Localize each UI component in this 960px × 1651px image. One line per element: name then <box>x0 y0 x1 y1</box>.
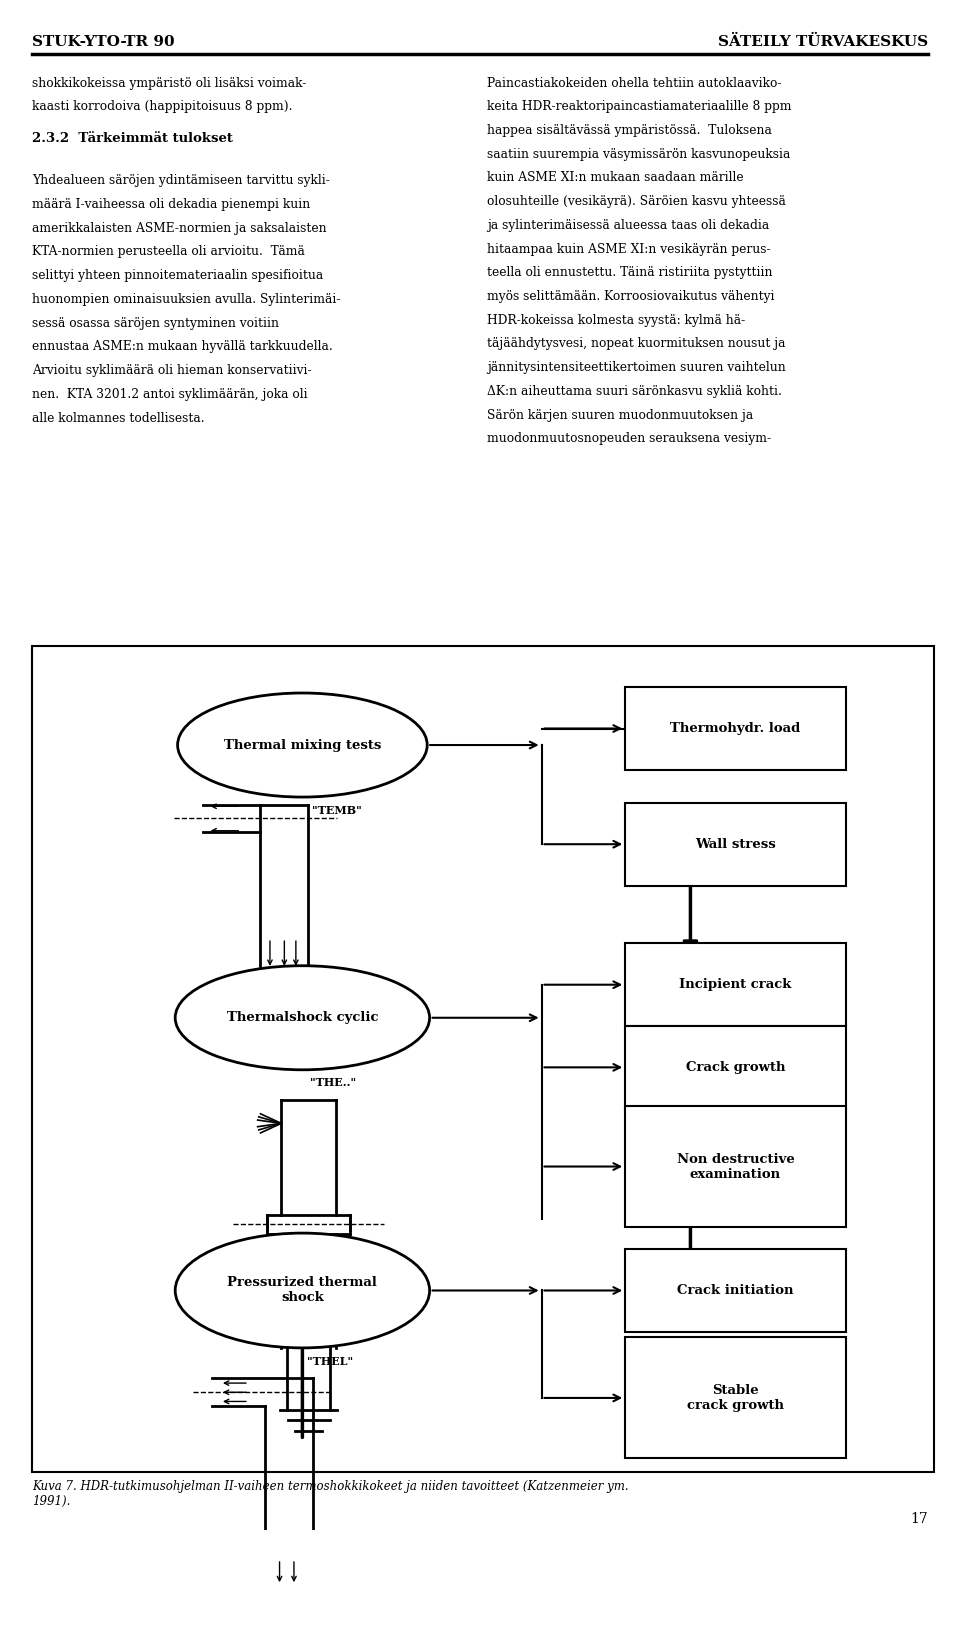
Text: selittyi yhteen pinnoitemateriaalin spesifioitua: selittyi yhteen pinnoitemateriaalin spes… <box>32 269 323 282</box>
Text: saatiin suurempia väsymissärön kasvunopeuksia: saatiin suurempia väsymissärön kasvunope… <box>487 147 790 160</box>
Text: "THE..": "THE.." <box>310 1078 356 1088</box>
FancyBboxPatch shape <box>625 1106 846 1227</box>
Text: olosuhteille (vesikäyrä). Säröien kasvu yhteessä: olosuhteille (vesikäyrä). Säröien kasvu … <box>487 195 785 208</box>
Text: kaasti korrodoiva (happipitoisuus 8 ppm).: kaasti korrodoiva (happipitoisuus 8 ppm)… <box>32 101 292 114</box>
FancyBboxPatch shape <box>625 1025 846 1109</box>
Text: alle kolmannes todellisesta.: alle kolmannes todellisesta. <box>32 411 204 424</box>
Text: kuin ASME XI:n mukaan saadaan märille: kuin ASME XI:n mukaan saadaan märille <box>487 172 743 185</box>
Text: Crack initiation: Crack initiation <box>678 1284 794 1298</box>
FancyBboxPatch shape <box>625 687 846 769</box>
Text: SÄTEILY TÜRVAKESKUS: SÄTEILY TÜRVAKESKUS <box>718 35 928 50</box>
Text: huonompien ominaisuuksien avulla. Sylinterimäi-: huonompien ominaisuuksien avulla. Sylint… <box>32 292 340 305</box>
Ellipse shape <box>175 966 429 1070</box>
Text: muodonmuutosnopeuden serauksena vesiym-: muodonmuutosnopeuden serauksena vesiym- <box>487 433 771 446</box>
Text: jännitysintensiteettikertoimen suuren vaihtelun: jännitysintensiteettikertoimen suuren va… <box>487 362 785 375</box>
Text: Incipient crack: Incipient crack <box>680 977 792 991</box>
Text: 2.3.2  Tärkeimmät tulokset: 2.3.2 Tärkeimmät tulokset <box>32 132 232 145</box>
FancyBboxPatch shape <box>625 1337 846 1458</box>
Text: teella oli ennustettu. Täinä ristiriita pystyttiin: teella oli ennustettu. Täinä ristiriita … <box>487 266 772 279</box>
FancyBboxPatch shape <box>625 1250 846 1332</box>
FancyBboxPatch shape <box>625 802 846 885</box>
Text: 17: 17 <box>911 1512 928 1526</box>
Text: Paincastiakokeiden ohella tehtiin autoklaaviko-: Paincastiakokeiden ohella tehtiin autokl… <box>487 76 781 89</box>
Text: amerikkalaisten ASME-normien ja saksalaisten: amerikkalaisten ASME-normien ja saksalai… <box>32 221 326 234</box>
Text: Kuva 7. HDR-tutkimusohjelman II-vaiheen termoshokkikokeet ja niiden tavoitteet (: Kuva 7. HDR-tutkimusohjelman II-vaiheen … <box>32 1479 628 1507</box>
Text: happea sisältävässä ympäristössä.  Tuloksena: happea sisältävässä ympäristössä. Tuloks… <box>487 124 772 137</box>
Text: Thermalshock cyclic: Thermalshock cyclic <box>227 1012 378 1024</box>
Text: myös selittämään. Korroosiovaikutus vähentyi: myös selittämään. Korroosiovaikutus vähe… <box>487 291 774 304</box>
Text: ja sylinterimäisessä alueessa taas oli dekadia: ja sylinterimäisessä alueessa taas oli d… <box>487 220 769 231</box>
Text: Pressurized thermal
shock: Pressurized thermal shock <box>228 1276 377 1304</box>
Text: Wall stress: Wall stress <box>695 837 776 850</box>
Text: sessä osassa säröjen syntyminen voitiin: sessä osassa säröjen syntyminen voitiin <box>32 317 278 330</box>
Text: keita HDR-reaktoripaincastiamateriaalille 8 ppm: keita HDR-reaktoripaincastiamateriaalill… <box>487 101 791 114</box>
Text: määrä I-vaiheessa oli dekadia pienempi kuin: määrä I-vaiheessa oli dekadia pienempi k… <box>32 198 310 211</box>
FancyBboxPatch shape <box>32 646 934 1473</box>
Ellipse shape <box>175 1233 429 1347</box>
Text: "THEL": "THEL" <box>307 1355 353 1367</box>
FancyBboxPatch shape <box>625 943 846 1025</box>
Text: Särön kärjen suuren muodonmuutoksen ja: Särön kärjen suuren muodonmuutoksen ja <box>487 409 753 421</box>
Text: HDR-kokeissa kolmesta syystä: kylmä hä-: HDR-kokeissa kolmesta syystä: kylmä hä- <box>487 314 745 327</box>
Text: Thermal mixing tests: Thermal mixing tests <box>224 738 381 751</box>
Text: Non destructive
examination: Non destructive examination <box>677 1152 795 1180</box>
Text: Arvioitu syklimäärä oli hieman konservatiivi-: Arvioitu syklimäärä oli hieman konservat… <box>32 365 311 376</box>
Text: hitaampaa kuin ASME XI:n vesikäyrän perus-: hitaampaa kuin ASME XI:n vesikäyrän peru… <box>487 243 770 256</box>
Ellipse shape <box>178 693 427 797</box>
Text: KTA-normien perusteella oli arvioitu.  Tämä: KTA-normien perusteella oli arvioitu. Tä… <box>32 246 304 259</box>
Text: ΔK:n aiheuttama suuri särönkasvu sykliä kohti.: ΔK:n aiheuttama suuri särönkasvu sykliä … <box>487 385 781 398</box>
Text: STUK-YTO-TR 90: STUK-YTO-TR 90 <box>32 35 175 50</box>
Text: ennustaa ASME:n mukaan hyvällä tarkkuudella.: ennustaa ASME:n mukaan hyvällä tarkkuude… <box>32 340 332 353</box>
Text: shokkikokeissa ympäristö oli lisäksi voimak-: shokkikokeissa ympäristö oli lisäksi voi… <box>32 76 306 89</box>
Text: Stable
crack growth: Stable crack growth <box>687 1384 784 1412</box>
Text: täjäähdytysvesi, nopeat kuormituksen nousut ja: täjäähdytysvesi, nopeat kuormituksen nou… <box>487 337 785 350</box>
Text: nen.  KTA 3201.2 antoi syklimäärän, joka oli: nen. KTA 3201.2 antoi syklimäärän, joka … <box>32 388 307 401</box>
Text: Thermohydr. load: Thermohydr. load <box>670 721 801 735</box>
Text: "TEMB": "TEMB" <box>312 804 362 816</box>
Text: Crack growth: Crack growth <box>685 1062 785 1073</box>
Text: Yhdealueen säröjen ydintämiseen tarvittu sykli-: Yhdealueen säröjen ydintämiseen tarvittu… <box>32 175 329 187</box>
